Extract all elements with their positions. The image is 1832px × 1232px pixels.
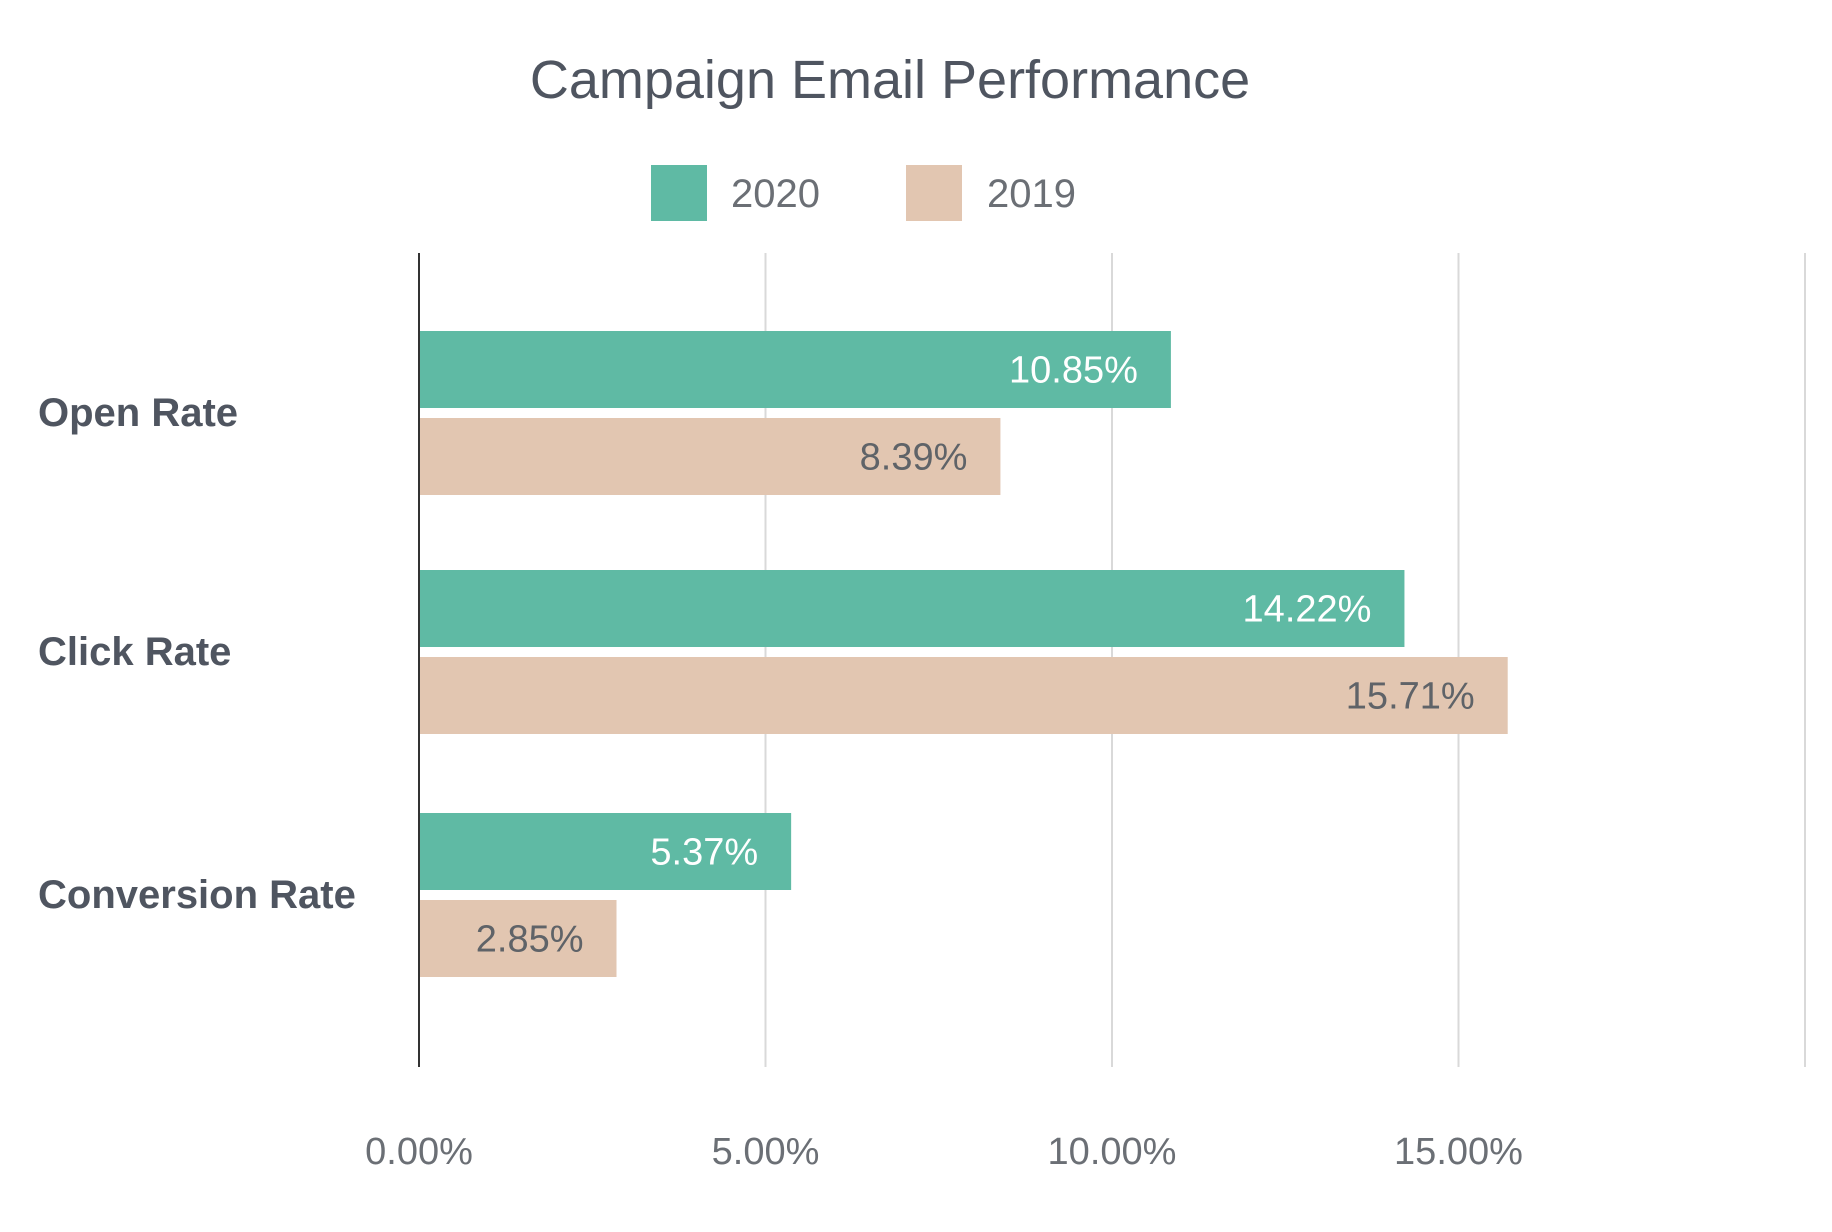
- legend-label: 2019: [987, 172, 1076, 216]
- chart-title: Campaign Email Performance: [530, 50, 1250, 110]
- x-tick-label: 5.00%: [712, 1131, 820, 1173]
- data-label: 14.22%: [1243, 589, 1372, 631]
- bar-2020-open-rate: [419, 331, 1171, 408]
- legend-swatch-2019: [906, 165, 962, 221]
- category-label: Click Rate: [38, 630, 231, 674]
- data-label: 15.71%: [1346, 676, 1475, 718]
- bars: [419, 331, 1508, 977]
- bar-2020-conversion-rate: [419, 813, 792, 890]
- bar-2019-conversion-rate: [419, 900, 617, 977]
- axes: 0.00% 5.00% 10.00% 15.00% Open Rate Click Rat…: [38, 253, 1523, 1173]
- data-labels: 10.85% 8.39% 14.22% 15.71% 5.37% 2.85%: [476, 350, 1475, 961]
- x-tick-label: 0.00%: [365, 1131, 473, 1173]
- category-label: Conversion Rate: [38, 873, 356, 917]
- data-label: 2.85%: [476, 919, 584, 961]
- data-label: 10.85%: [1009, 350, 1138, 392]
- bar-2019-click-rate: [419, 657, 1508, 734]
- legend: 2020 2019: [651, 165, 1076, 221]
- bar-2019-open-rate: [419, 418, 1001, 495]
- data-label: 5.37%: [650, 832, 758, 874]
- bar-2020-click-rate: [419, 570, 1405, 647]
- x-tick-label: 10.00%: [1048, 1131, 1177, 1173]
- x-tick-label: 15.00%: [1394, 1131, 1523, 1173]
- legend-swatch-2020: [651, 165, 707, 221]
- data-label: 8.39%: [860, 437, 968, 479]
- legend-label: 2020: [731, 172, 820, 216]
- category-label: Open Rate: [38, 391, 238, 435]
